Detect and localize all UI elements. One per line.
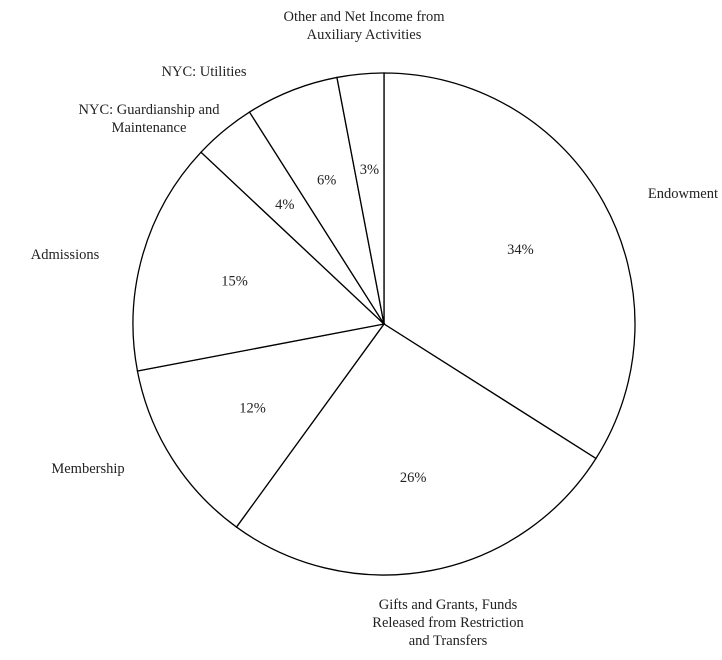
category-label-6: NYC: Utilities — [162, 64, 247, 80]
category-label-line: NYC: Guardianship and — [79, 102, 221, 118]
category-label-line: NYC: Utilities — [162, 64, 247, 80]
category-label-5: NYC: Guardianship and Maintenance — [79, 102, 221, 136]
category-label-3: Membership — [51, 461, 124, 477]
percent-label-7: 3% — [360, 162, 379, 178]
category-label-line: Other and Net Income from — [283, 9, 445, 25]
percent-label-5: 4% — [275, 197, 294, 213]
pie-slice-4 — [132, 151, 386, 372]
category-labels: Endowment Gifts and Grants, Funds Released… — [31, 9, 718, 649]
percent-label-4: 15% — [221, 274, 248, 290]
category-label-4: Admissions — [31, 247, 100, 263]
category-label-line: Endowment — [648, 186, 718, 202]
percent-labels: 34% 26% 12% 15% 4% 6% 3% — [221, 162, 533, 486]
pie-slice-2 — [235, 323, 597, 576]
category-label-line: Maintenance — [112, 120, 187, 136]
pie-slices — [132, 72, 636, 576]
category-label-7: Other and Net Income from Auxiliary Activ… — [283, 9, 445, 43]
category-label-line: Membership — [51, 461, 124, 477]
pie-slice-3 — [136, 323, 386, 528]
category-label-line: Released from Restriction — [372, 615, 524, 631]
category-label-line: Gifts and Grants, Funds — [379, 597, 518, 613]
category-label-line: Admissions — [31, 247, 100, 263]
percent-label-6: 6% — [317, 172, 336, 188]
category-label-1: Endowment — [648, 186, 718, 202]
pie-slice-1 — [383, 72, 636, 460]
category-label-line: and Transfers — [409, 633, 488, 649]
percent-label-3: 12% — [239, 400, 266, 416]
category-label-2: Gifts and Grants, Funds Released from Res… — [372, 597, 524, 649]
pie-slice-7 — [336, 72, 385, 325]
category-label-line: Auxiliary Activities — [307, 27, 422, 43]
percent-label-2: 26% — [400, 470, 427, 486]
percent-label-1: 34% — [507, 242, 534, 258]
